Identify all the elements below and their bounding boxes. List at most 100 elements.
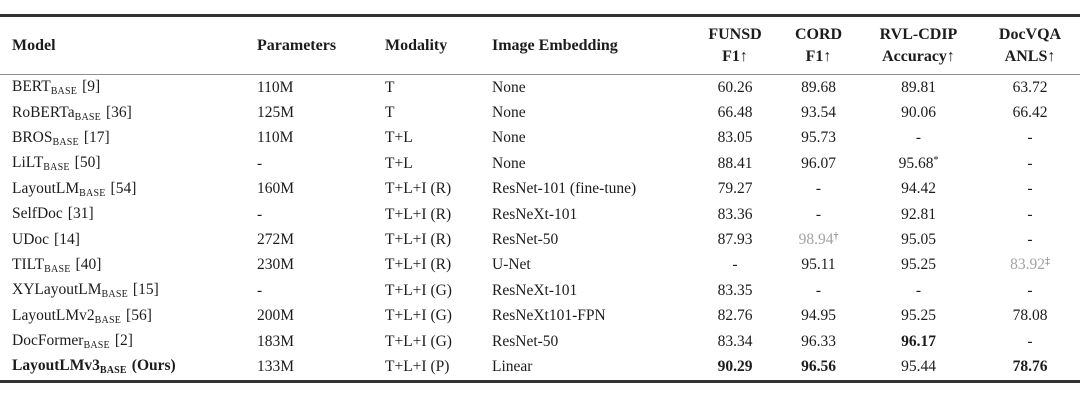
metric-value: 87.93	[717, 231, 753, 249]
metric-value: 95.11	[801, 256, 836, 274]
metric-value: 79.27	[717, 180, 753, 198]
model-ref: [36]	[105, 103, 132, 121]
model-cell: LiLTBASE [50]	[0, 151, 257, 176]
model-cell: TILTBASE [40]	[0, 253, 257, 278]
funsd-cell: 83.36	[690, 202, 780, 227]
cord-cell: -	[780, 278, 857, 303]
model-name: DocFormer	[12, 332, 84, 350]
metric-value: 83.36	[717, 205, 753, 223]
parameters-cell: -	[257, 281, 263, 299]
metric-value: 83.35	[717, 281, 753, 299]
parameters-cell: 110M	[257, 129, 294, 147]
model-ref: (Ours)	[131, 357, 176, 375]
metric-value: -	[1027, 129, 1033, 147]
rvl-cdip-cell: 95.25	[857, 253, 980, 278]
image-embedding-cell: None	[492, 104, 526, 122]
modality-cell: T+L+I (R)	[385, 180, 452, 198]
model-subscript: BASE	[74, 111, 101, 123]
column-header-docvqa: DocVQA ANLS↑	[980, 15, 1080, 75]
column-header-metric: F1↑	[805, 47, 832, 65]
modality-cell: T+L+I (R)	[385, 231, 452, 249]
column-header-parameters: Parameters	[257, 15, 385, 75]
metric-value: 82.76	[717, 307, 753, 325]
metric-value: 88.41	[717, 154, 753, 172]
rvl-cdip-cell: 90.06	[857, 100, 980, 125]
cord-cell: 95.11	[780, 253, 857, 278]
model-cell: BROSBASE [17]	[0, 126, 257, 151]
docvqa-cell: 66.42	[980, 100, 1080, 125]
docvqa-cell: -	[980, 329, 1080, 354]
model-ref: [2]	[114, 332, 133, 350]
rvl-cdip-cell: 95.68*	[857, 151, 980, 176]
metric-value: 96.56	[801, 357, 836, 375]
image-embedding-cell: Linear	[492, 357, 533, 375]
metric-value: 94.42	[901, 180, 936, 198]
table-row: RoBERTaBASE [36] 125M T None 66.48 93.54 …	[0, 100, 1080, 125]
docvqa-cell: -	[980, 151, 1080, 176]
model-cell: XYLayoutLMBASE [15]	[0, 278, 257, 303]
image-embedding-cell: ResNet-50	[492, 332, 559, 350]
column-header-label: FUNSD	[708, 25, 762, 43]
image-embedding-cell: U-Net	[492, 256, 531, 274]
parameters-cell: 272M	[257, 231, 295, 249]
results-table-container: Model Parameters Modality Image Embeddin…	[0, 14, 1080, 383]
model-cell: LayoutLMv2BASE [56]	[0, 304, 257, 329]
parameters-cell: 200M	[257, 307, 295, 325]
metric-footnote-mark: ‡	[1044, 256, 1050, 268]
metric-value: 90.29	[717, 357, 753, 375]
modality-cell: T+L+I (R)	[385, 256, 452, 274]
metric-value: 98.94	[798, 231, 834, 249]
modality-cell: T+L	[385, 129, 413, 147]
model-cell: DocFormerBASE [2]	[0, 329, 257, 354]
metric-value: -	[815, 205, 822, 223]
model-name: XYLayoutLM	[12, 281, 102, 299]
model-cell: UDoc [14]	[0, 227, 257, 252]
cord-cell: -	[780, 177, 857, 202]
image-embedding-cell: None	[492, 78, 526, 96]
image-embedding-cell: ResNet-101 (fine-tune)	[492, 180, 637, 198]
model-name: LayoutLMv3	[12, 357, 100, 375]
parameters-cell: 160M	[257, 180, 295, 198]
table-row: UDoc [14] 272M T+L+I (R) ResNet-50 87.93 …	[0, 227, 1080, 252]
docvqa-cell: 78.76	[980, 354, 1080, 381]
docvqa-cell: -	[980, 202, 1080, 227]
model-subscript: BASE	[44, 263, 71, 275]
metric-value: -	[915, 281, 922, 299]
cord-cell: 95.73	[780, 126, 857, 151]
column-header-label: Parameters	[257, 36, 337, 54]
cord-cell: 94.95	[780, 304, 857, 329]
funsd-cell: 83.05	[690, 126, 780, 151]
table-body: BERTBASE [9] 110M T None 60.26 89.68 89.8…	[0, 75, 1080, 382]
column-header-rvl-cdip: RVL-CDIP Accuracy↑	[857, 15, 980, 75]
model-name: LayoutLMv2	[12, 306, 95, 324]
column-header-label: Modality	[385, 36, 448, 54]
rvl-cdip-cell: 92.81	[857, 202, 980, 227]
model-name: LayoutLM	[12, 179, 80, 197]
metric-value: 89.68	[801, 78, 836, 96]
metric-value: 66.48	[717, 104, 753, 122]
column-header-metric: ANLS↑	[1004, 47, 1056, 65]
metric-value: 96.33	[801, 332, 836, 350]
rvl-cdip-cell: 95.05	[857, 227, 980, 252]
model-name: SelfDoc	[12, 205, 63, 223]
docvqa-cell: -	[980, 278, 1080, 303]
rvl-cdip-cell: -	[857, 126, 980, 151]
metric-value: 95.25	[901, 256, 936, 274]
docvqa-cell: 63.72	[980, 75, 1080, 101]
cord-cell: 96.07	[780, 151, 857, 176]
model-subscript: BASE	[52, 136, 79, 148]
docvqa-cell: -	[980, 227, 1080, 252]
metric-value: 66.42	[1012, 104, 1048, 122]
docvqa-cell: -	[980, 126, 1080, 151]
metric-value: 83.34	[717, 332, 753, 350]
metric-value: -	[732, 256, 738, 274]
metric-value: -	[1027, 205, 1033, 223]
model-ref: [56]	[126, 306, 152, 324]
funsd-cell: 82.76	[690, 304, 780, 329]
image-embedding-cell: ResNeXt101-FPN	[492, 307, 606, 325]
rvl-cdip-cell: -	[857, 278, 980, 303]
modality-cell: T+L+I (P)	[385, 357, 450, 375]
image-embedding-cell: ResNeXt-101	[492, 205, 578, 223]
metric-value: 93.54	[801, 104, 836, 122]
model-name: TILT	[12, 255, 45, 273]
